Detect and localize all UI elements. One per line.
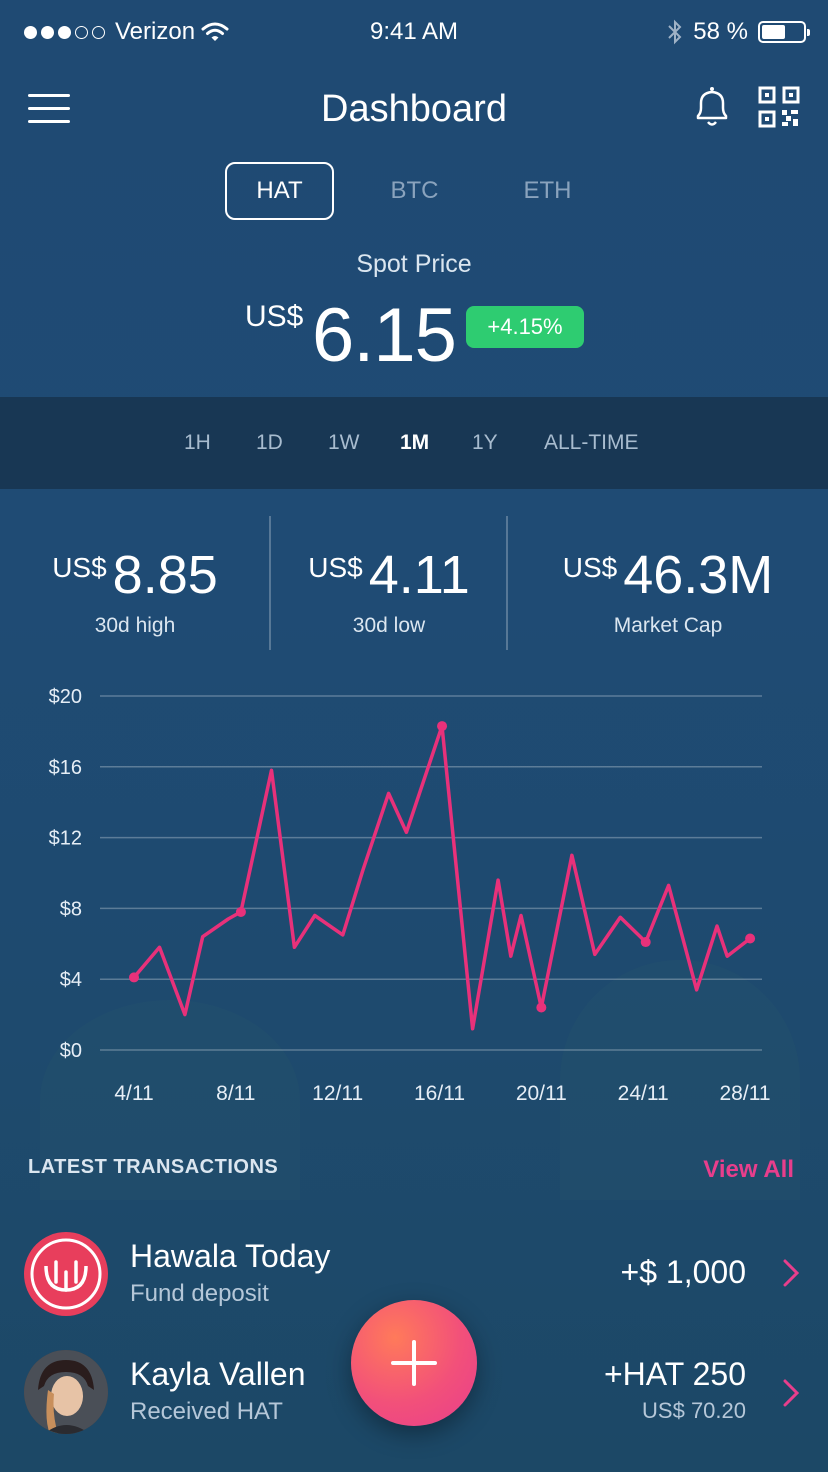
signal-icon (24, 25, 105, 39)
y-tick-label: $12 (49, 828, 82, 850)
stat-currency: US$ (562, 552, 618, 583)
x-tick-label: 28/11 (720, 1082, 771, 1105)
spot-price: US$ 6.15 +4.15% (0, 288, 828, 378)
background-silhouette (40, 1000, 300, 1200)
tab-hat[interactable]: HAT (225, 162, 334, 220)
hawala-logo-icon (30, 1238, 102, 1310)
spot-price-label: Spot Price (356, 250, 472, 278)
background-silhouette (560, 960, 800, 1200)
stat-currency: US$ (52, 552, 107, 583)
page-title: Dashboard (321, 88, 507, 130)
wifi-icon (201, 22, 229, 41)
status-time: 9:41 AM (369, 18, 459, 45)
transaction-name: Kayla Vallen (130, 1356, 306, 1392)
y-tick-label: $4 (60, 969, 82, 991)
battery-icon (758, 21, 810, 43)
bell-icon[interactable] (690, 84, 734, 130)
stat-30d-low: US$ 4.11 30d low (270, 516, 508, 650)
status-right: 58 % (667, 18, 810, 46)
x-tick-label: 20/11 (516, 1082, 567, 1105)
stat-label: Market Cap (613, 614, 723, 637)
price-chart[interactable]: $0 $4 $8 $12 $16 $20 4/11 8/11 12/11 16/11 20/11 24… (0, 670, 828, 1120)
transaction-row[interactable]: Hawala Today Fund deposit +$ 1,000 (0, 1216, 828, 1332)
transaction-amount: +HAT 250 (603, 1356, 746, 1392)
stat-currency: US$ (308, 552, 363, 583)
x-tick-label: 4/11 (114, 1082, 153, 1105)
coin-tabs: HAT BTC ETH (0, 162, 828, 220)
transactions-heading: LATEST TRANSACTIONS (28, 1156, 279, 1178)
range-all-time[interactable]: ALL-TIME (544, 431, 639, 454)
x-tick-label: 8/11 (216, 1082, 255, 1105)
user-avatar (24, 1350, 108, 1434)
tab-eth[interactable]: ETH (523, 177, 572, 204)
y-tick-label: $8 (60, 898, 82, 920)
range-1y[interactable]: 1Y (472, 431, 498, 454)
add-button[interactable] (351, 1300, 477, 1426)
tab-btc[interactable]: BTC (390, 177, 439, 204)
x-tick-label: 24/11 (618, 1082, 669, 1105)
spot-price-value: 6.15 (312, 293, 457, 378)
stat-30d-high: US$ 8.85 30d high (0, 516, 270, 650)
transaction-amount: +$ 1,000 (620, 1254, 746, 1290)
y-tick-label: $20 (49, 686, 82, 708)
data-point (235, 906, 246, 917)
stats-row: US$ 8.85 30d high US$ 4.11 30d low US$ 4… (0, 516, 828, 650)
stat-divider (269, 516, 271, 650)
stat-value: 8.85 (112, 545, 218, 605)
app-header: Dashboard (0, 70, 828, 146)
price-chart-svg: $0 $4 $8 $12 $16 $20 4/11 8/11 12/11 16/11 20/11 24… (49, 686, 771, 1105)
data-point (536, 1002, 547, 1013)
carrier-info: Verizon (24, 18, 229, 46)
spot-price-currency: US$ (245, 300, 304, 333)
stat-value: 4.11 (368, 545, 470, 605)
range-1d[interactable]: 1D (256, 431, 283, 454)
transaction-row[interactable]: Kayla Vallen Received HAT +HAT 250 US$ 7… (0, 1334, 828, 1450)
range-1h[interactable]: 1H (184, 431, 211, 454)
x-tick-label: 12/11 (312, 1082, 363, 1105)
view-all-link[interactable]: View All (703, 1156, 794, 1183)
range-1m[interactable]: 1M (400, 431, 430, 454)
data-point (640, 937, 651, 948)
qr-code-icon[interactable] (758, 86, 800, 128)
data-point (745, 933, 756, 944)
transaction-amount-fiat: US$ 70.20 (642, 1398, 746, 1423)
person-photo-icon (24, 1350, 108, 1434)
y-tick-label: $0 (60, 1040, 82, 1062)
range-1w[interactable]: 1W (328, 431, 360, 454)
status-bar: Verizon 9:41 AM 58 % (0, 0, 828, 66)
hamburger-menu-icon[interactable] (28, 94, 70, 124)
chevron-right-icon (783, 1379, 800, 1407)
battery-percent: 58 % (693, 18, 748, 45)
chevron-right-icon (783, 1259, 800, 1287)
transaction-description: Received HAT (130, 1398, 283, 1425)
hawala-logo-avatar (24, 1232, 108, 1316)
stat-value: 46.3M (623, 545, 774, 605)
stat-label: 30d high (94, 614, 176, 637)
carrier-name: Verizon (115, 18, 196, 45)
stat-label: 30d low (352, 614, 426, 637)
y-tick-label: $16 (49, 757, 82, 779)
price-change-badge: +4.15% (466, 306, 584, 348)
time-range-selector: 1H 1D 1W 1M 1Y ALL-TIME (0, 397, 828, 489)
stat-market-cap: US$ 46.3M Market Cap (508, 516, 828, 650)
transaction-description: Fund deposit (130, 1280, 269, 1307)
price-line (132, 724, 752, 1031)
data-point (437, 721, 448, 732)
data-point (129, 972, 139, 983)
transaction-name: Hawala Today (130, 1238, 331, 1274)
bluetooth-icon (668, 19, 682, 45)
x-tick-label: 16/11 (414, 1082, 465, 1105)
stat-divider (506, 516, 508, 650)
